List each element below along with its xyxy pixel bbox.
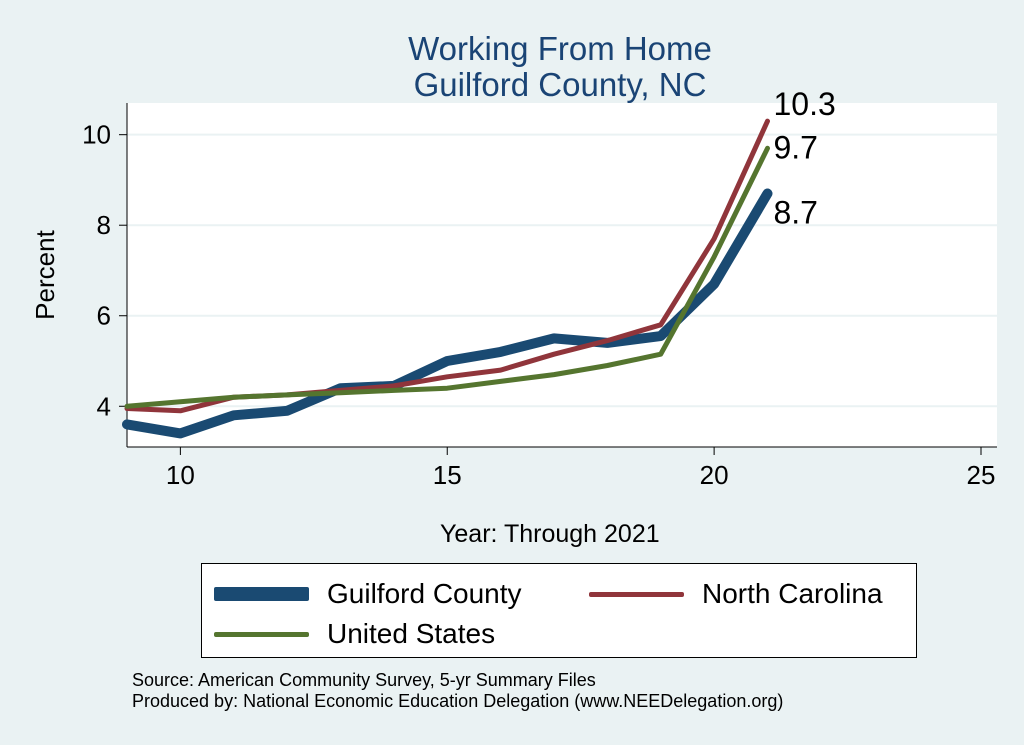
x-tick-label: 20	[700, 460, 729, 490]
chart-title-line-2: Guilford County, NC	[413, 66, 707, 103]
chart-title-line-1: Working From Home	[408, 30, 712, 67]
legend-label-united-states: United States	[327, 618, 496, 649]
legend-label-guilford-county: Guilford County	[327, 578, 522, 609]
legend-swatch-north-carolina	[589, 591, 684, 597]
x-tick-label: 25	[967, 460, 996, 490]
end-label-guilford-county: 8.7	[773, 195, 817, 231]
x-axis-label: Year: Through 2021	[440, 520, 660, 548]
legend: Guilford County North Carolina United St…	[201, 563, 917, 658]
y-tick-label: 10	[82, 120, 111, 150]
y-axis-label: Percent	[30, 229, 60, 319]
legend-item-north-carolina: North Carolina	[589, 578, 883, 610]
legend-label-north-carolina: North Carolina	[702, 578, 883, 609]
series-line-united-states	[124, 145, 770, 409]
y-tick-label: 8	[97, 210, 111, 240]
source-line: Source: American Community Survey, 5-yr …	[132, 670, 596, 690]
y-tick-label: 4	[97, 391, 111, 421]
x-tick-label: 10	[166, 460, 195, 490]
y-tick-label: 6	[97, 301, 111, 331]
legend-item-united-states: United States	[214, 618, 495, 650]
legend-swatch-united-states	[214, 631, 309, 637]
end-label-north-carolina: 10.3	[773, 86, 835, 122]
series-line-guilford-county	[122, 188, 773, 439]
legend-item-guilford-county: Guilford County	[214, 578, 522, 610]
legend-swatch-guilford-county	[214, 587, 309, 601]
end-label-united-states: 9.7	[773, 129, 817, 165]
source-note: Source: American Community Survey, 5-yr …	[132, 670, 783, 712]
x-tick-label: 15	[433, 460, 462, 490]
producer-line: Produced by: National Economic Education…	[132, 691, 784, 711]
plot-area	[127, 103, 997, 447]
